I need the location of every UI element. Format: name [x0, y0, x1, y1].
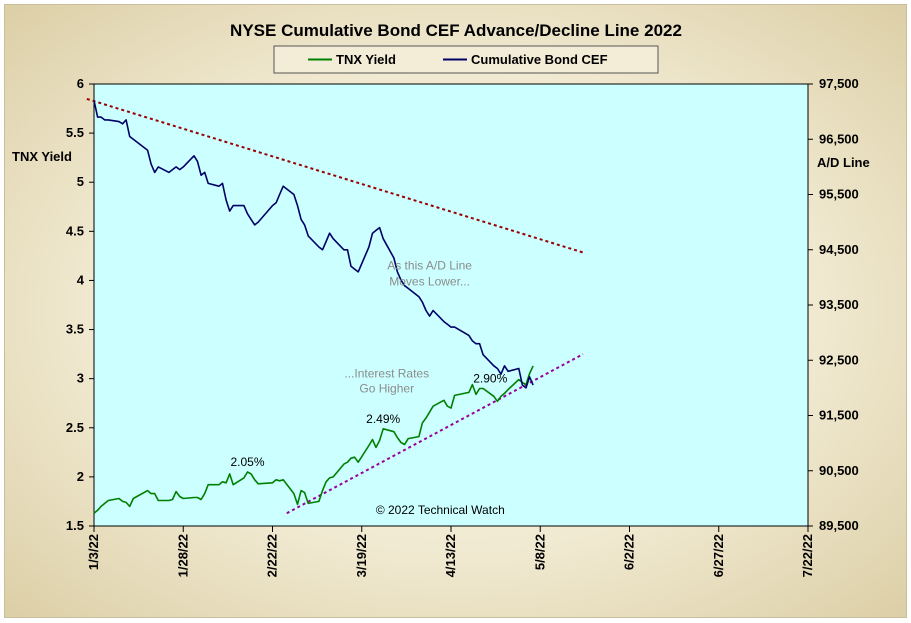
x-tick-label: 7/22/22	[800, 534, 815, 577]
series-line-tnx-yield	[93, 365, 534, 514]
annotation-2-05: 2.05%	[230, 455, 264, 469]
y-left-tick-label: 1.5	[66, 518, 84, 533]
x-axis: 1/3/22 1/28/22 2/22/22 3/19/22 4/13/22 5/8/22…	[86, 526, 815, 577]
x-tick-label: 4/13/22	[443, 534, 458, 577]
x-tick-label: 3/19/22	[354, 534, 369, 577]
y-right-tick-label: 89,500	[819, 518, 859, 533]
y-left-axis: 1.5 2 2.5 3 3.5 4 4.5 5 5.5 6	[66, 76, 94, 533]
y-left-tick-label: 3.5	[66, 322, 84, 337]
annotation-2-90: 2.90%	[473, 372, 507, 386]
y-right-tick-label: 91,500	[819, 408, 859, 423]
y-left-tick-label: 4	[77, 272, 85, 287]
y-right-tick-label: 94,500	[819, 242, 859, 257]
y-right-axis: 89,500 90,500 91,500 92,500 93,500 94,500 95,5…	[808, 76, 859, 533]
trendline-tnx-yield-support	[286, 353, 584, 515]
legend: TNX Yield Cumulative Bond CEF	[273, 45, 659, 74]
y-right-tick-label: 92,500	[819, 352, 859, 367]
trendlines	[86, 97, 584, 515]
x-tick-label: 6/2/22	[622, 534, 637, 570]
y-left-tick-label: 3	[77, 371, 84, 386]
y-left-tick-label: 2	[77, 469, 84, 484]
y-right-tick-label: 93,500	[819, 297, 859, 312]
y-right-tick-label: 96,500	[819, 131, 859, 146]
x-tick-label: 6/27/22	[711, 534, 726, 577]
trendline-ad-line-resistance	[86, 97, 584, 254]
y-left-tick-label: 5	[77, 174, 84, 189]
annotation-2022-technical-watch: © 2022 Technical Watch	[376, 503, 505, 517]
x-tick-label: 1/3/22	[86, 534, 101, 570]
y-left-tick-label: 4.5	[66, 223, 84, 238]
y-left-tick-label: 2.5	[66, 420, 84, 435]
y-left-axis-title: TNX Yield	[12, 149, 72, 164]
x-tick-label: 5/8/22	[532, 534, 547, 570]
x-tick-label: 2/22/22	[265, 534, 280, 577]
series-lines	[93, 100, 534, 514]
annotation-2-49: 2.49%	[366, 412, 400, 426]
y-right-tick-label: 97,500	[819, 76, 859, 91]
y-right-tick-label: 90,500	[819, 463, 859, 478]
plot-area	[93, 83, 809, 527]
y-right-tick-label: 95,500	[819, 187, 859, 202]
y-right-axis-title: A/D Line	[817, 155, 870, 170]
legend-entry-tnx-yield: TNX Yield	[336, 52, 396, 67]
legend-entry-cumulative-bond-cef: Cumulative Bond CEF	[471, 52, 608, 67]
x-tick-label: 1/28/22	[175, 534, 190, 577]
annotation-go-higher: Go Higher	[359, 381, 414, 395]
y-left-tick-label: 6	[77, 76, 84, 91]
annotation-moves-lower: Moves Lower...	[389, 274, 470, 288]
series-line-cumulative-bond-cef	[93, 100, 534, 389]
y-left-tick-label: 5.5	[66, 125, 84, 140]
annotation-as-this-a-d-line: As this A/D Line	[387, 259, 472, 273]
chart-title: NYSE Cumulative Bond CEF Advance/Decline…	[230, 21, 682, 40]
annotation-interest-rates: ...Interest Rates	[344, 367, 429, 381]
